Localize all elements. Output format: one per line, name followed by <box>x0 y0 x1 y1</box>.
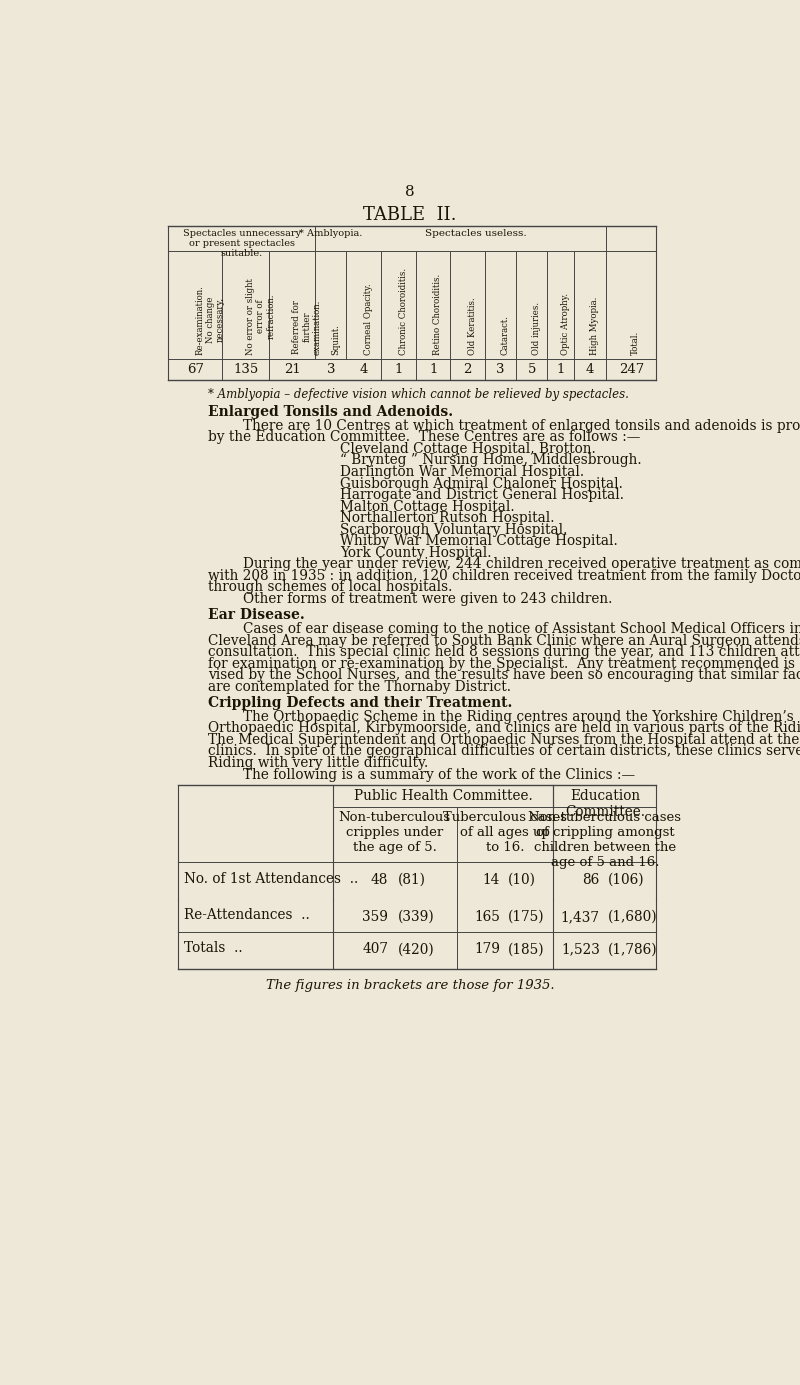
Text: During the year under review, 244 children received operative treatment as compa: During the year under review, 244 childr… <box>209 557 800 572</box>
Text: The following is a summary of the work of the Clinics :—: The following is a summary of the work o… <box>209 767 636 781</box>
Text: (106): (106) <box>608 873 645 886</box>
Text: Spectacles unnecessary
or present spectacles
suitable.: Spectacles unnecessary or present specta… <box>182 229 301 259</box>
Text: No. of 1st Attendances  ..: No. of 1st Attendances .. <box>184 871 358 885</box>
Text: Cleveland Cottage Hospital, Brotton.: Cleveland Cottage Hospital, Brotton. <box>340 442 596 456</box>
Text: 1: 1 <box>429 363 438 375</box>
Text: York County Hospital.: York County Hospital. <box>340 546 492 560</box>
Text: 165: 165 <box>474 910 500 924</box>
Text: Orthopaedic Hospital, Kirbymoorside, and clinics are held in various parts of th: Orthopaedic Hospital, Kirbymoorside, and… <box>209 722 800 735</box>
Text: Whitby War Memorial Cottage Hospital.: Whitby War Memorial Cottage Hospital. <box>340 535 618 548</box>
Text: Scarborough Voluntary Hospital.: Scarborough Voluntary Hospital. <box>340 522 568 537</box>
Text: Non-tuberculous
cripples under
the age of 5.: Non-tuberculous cripples under the age o… <box>338 810 450 853</box>
Text: vised by the School Nurses, and the results have been so encouraging that simila: vised by the School Nurses, and the resu… <box>209 668 800 683</box>
Text: 48: 48 <box>371 873 388 886</box>
Text: (339): (339) <box>398 910 435 924</box>
Text: Optic Atrophy.: Optic Atrophy. <box>561 292 570 355</box>
Text: Non-tuberculous cases
of crippling amongst
children between the
age of 5 and 16.: Non-tuberculous cases of crippling among… <box>529 810 682 868</box>
Text: 407: 407 <box>362 942 388 957</box>
Text: Education
Committee.: Education Committee. <box>565 789 645 820</box>
Text: 86: 86 <box>582 873 600 886</box>
Text: * Amblyopia.: * Amblyopia. <box>299 229 362 238</box>
Text: (1,680): (1,680) <box>608 910 658 924</box>
Text: (175): (175) <box>508 910 545 924</box>
Text: Cataract.: Cataract. <box>501 314 510 355</box>
Text: 5: 5 <box>527 363 536 375</box>
Text: Crippling Defects and their Treatment.: Crippling Defects and their Treatment. <box>209 695 513 711</box>
Text: “ Brynteg ” Nursing Home, Middlesbrough.: “ Brynteg ” Nursing Home, Middlesbrough. <box>340 453 642 467</box>
Text: clinics.  In spite of the geographical difficulties of certain districts, these : clinics. In spite of the geographical di… <box>209 745 800 759</box>
Text: High Myopia.: High Myopia. <box>590 296 599 355</box>
Text: Guisborough Admiral Chaloner Hospital.: Guisborough Admiral Chaloner Hospital. <box>340 476 623 490</box>
Text: Spectacles useless.: Spectacles useless. <box>425 229 526 238</box>
Text: Harrogate and District General Hospital.: Harrogate and District General Hospital. <box>340 488 624 501</box>
Text: Cleveland Area may be referred to South Bank Clinic where an Aural Surgeon atten: Cleveland Area may be referred to South … <box>209 633 800 648</box>
Text: (420): (420) <box>398 942 435 957</box>
Text: for examination or re-examination by the Specialist.  Any treatment recommended : for examination or re-examination by the… <box>209 656 800 670</box>
Text: Referred for
further
examination.: Referred for further examination. <box>292 299 322 355</box>
Text: The Medical Superintendent and Orthopaedic Nurses from the Hospital attend at th: The Medical Superintendent and Orthopaed… <box>209 733 800 747</box>
Text: Riding with very little difficulty.: Riding with very little difficulty. <box>209 756 429 770</box>
Text: Northallerton Rutson Hospital.: Northallerton Rutson Hospital. <box>340 511 554 525</box>
Text: 14: 14 <box>482 873 500 886</box>
Text: * Amblyopia – defective vision which cannot be relieved by spectacles.: * Amblyopia – defective vision which can… <box>209 388 630 402</box>
Text: 8: 8 <box>405 186 415 199</box>
Text: (1,786): (1,786) <box>608 942 658 957</box>
Text: Ear Disease.: Ear Disease. <box>209 608 306 622</box>
Text: by the Education Committee.  These Centres are as follows :—: by the Education Committee. These Centre… <box>209 431 641 445</box>
Text: 1,523: 1,523 <box>561 942 600 957</box>
Text: 135: 135 <box>233 363 258 375</box>
Text: Chronic Choroiditis.: Chronic Choroiditis. <box>398 267 408 355</box>
Text: Tuberculous cases
of all ages up
to 16.: Tuberculous cases of all ages up to 16. <box>443 810 567 853</box>
Text: 67: 67 <box>187 363 204 375</box>
Text: 4: 4 <box>586 363 594 375</box>
Text: 3: 3 <box>497 363 505 375</box>
Text: Total.: Total. <box>631 331 640 355</box>
Text: Totals  ..: Totals .. <box>184 940 242 954</box>
Text: 247: 247 <box>618 363 644 375</box>
Text: There are 10 Centres at which treatment of enlarged tonsils and adenoids is prov: There are 10 Centres at which treatment … <box>209 418 800 432</box>
Text: (10): (10) <box>508 873 536 886</box>
Text: 3: 3 <box>326 363 335 375</box>
Text: 1,437: 1,437 <box>561 910 600 924</box>
Text: with 208 in 1935 : in addition, 120 children received treatment from the family : with 208 in 1935 : in addition, 120 chil… <box>209 569 800 583</box>
Text: Squint.: Squint. <box>331 324 340 355</box>
Text: are contemplated for the Thornaby District.: are contemplated for the Thornaby Distri… <box>209 680 511 694</box>
Text: Enlarged Tonsils and Adenoids.: Enlarged Tonsils and Adenoids. <box>209 404 454 418</box>
Text: 2: 2 <box>463 363 472 375</box>
Text: No error or slight
error of
refraction.: No error or slight error of refraction. <box>246 278 275 355</box>
Text: 1: 1 <box>394 363 403 375</box>
Text: Malton Cottage Hospital.: Malton Cottage Hospital. <box>340 500 515 514</box>
Text: Cases of ear disease coming to the notice of Assistant School Medical Officers i: Cases of ear disease coming to the notic… <box>209 622 800 636</box>
Text: (81): (81) <box>398 873 426 886</box>
Text: through schemes of local hospitals.: through schemes of local hospitals. <box>209 580 453 594</box>
Text: Re-examination.
No change
necessary,: Re-examination. No change necessary, <box>195 285 225 355</box>
Text: 359: 359 <box>362 910 388 924</box>
Text: 179: 179 <box>474 942 500 957</box>
Text: Retino Choroiditis.: Retino Choroiditis. <box>434 274 442 355</box>
Text: TABLE  II.: TABLE II. <box>363 206 457 224</box>
Text: consultation.  This special clinic held 8 sessions during the year, and 113 chil: consultation. This special clinic held 8… <box>209 645 800 659</box>
Text: The figures in brackets are those for 1935.: The figures in brackets are those for 19… <box>266 979 554 992</box>
Text: 21: 21 <box>284 363 301 375</box>
Text: Public Health Committee.: Public Health Committee. <box>354 789 532 803</box>
Text: Darlington War Memorial Hospital.: Darlington War Memorial Hospital. <box>340 465 584 479</box>
Text: The Orthopaedic Scheme in the Riding centres around the Yorkshire Children’s: The Orthopaedic Scheme in the Riding cen… <box>209 711 794 724</box>
Text: Re-Attendances  ..: Re-Attendances .. <box>184 909 310 922</box>
Text: 4: 4 <box>360 363 368 375</box>
Text: Corneal Opacity.: Corneal Opacity. <box>364 283 373 355</box>
Text: Old Keratitis.: Old Keratitis. <box>468 298 477 355</box>
Text: (185): (185) <box>508 942 545 957</box>
Text: Old injuries.: Old injuries. <box>532 302 541 355</box>
Text: 1: 1 <box>557 363 565 375</box>
Text: Other forms of treatment were given to 243 children.: Other forms of treatment were given to 2… <box>209 591 613 607</box>
